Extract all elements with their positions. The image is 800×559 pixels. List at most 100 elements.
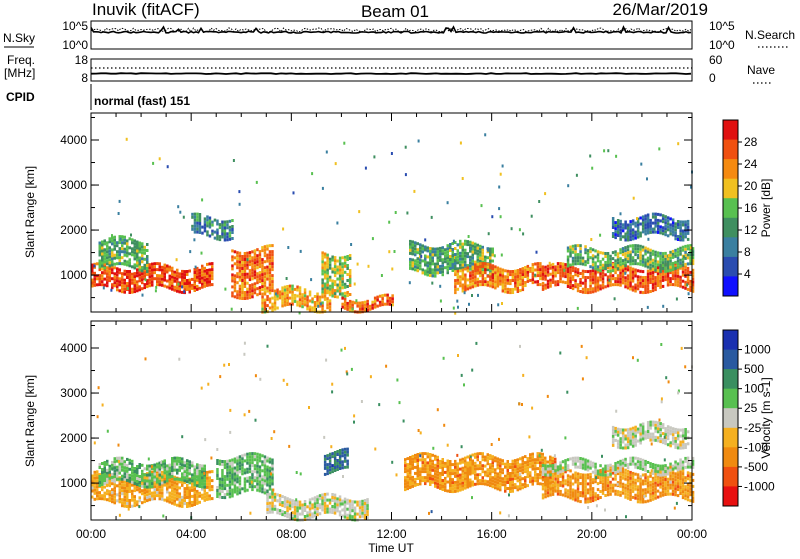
data-cell xyxy=(477,269,480,272)
data-cell xyxy=(329,302,332,305)
data-cell xyxy=(409,258,412,261)
data-cell xyxy=(504,290,507,293)
data-cell xyxy=(414,457,417,460)
data-cell xyxy=(599,481,602,484)
data-cell xyxy=(564,491,567,494)
data-cell xyxy=(251,259,254,262)
data-cell xyxy=(326,263,329,266)
data-cell xyxy=(191,473,194,476)
data-cell xyxy=(174,466,177,469)
data-cell xyxy=(151,498,154,501)
data-cell xyxy=(452,266,455,269)
data-cell xyxy=(96,497,99,500)
data-cell xyxy=(134,482,137,485)
data-cell xyxy=(146,490,149,493)
data-cell xyxy=(271,511,274,514)
data-cell xyxy=(121,475,124,478)
data-cell xyxy=(549,273,552,276)
data-cell xyxy=(532,480,535,483)
data-cell xyxy=(672,268,675,271)
data-cell xyxy=(124,288,127,291)
data-cell xyxy=(584,492,587,495)
data-cell xyxy=(174,488,177,491)
data-cell xyxy=(632,484,635,487)
data-cell xyxy=(452,490,455,493)
data-cell xyxy=(149,492,152,495)
data-cell xyxy=(259,265,262,268)
data-cell xyxy=(146,496,149,499)
data-cell xyxy=(94,489,97,492)
data-cell xyxy=(109,279,112,282)
data-cell xyxy=(497,487,500,490)
data-cell xyxy=(497,481,500,484)
data-cell xyxy=(209,268,212,271)
data-cell xyxy=(637,244,640,247)
data-cell xyxy=(572,483,575,486)
data-cell xyxy=(644,220,647,223)
data-cell xyxy=(149,278,152,281)
data-cell xyxy=(622,259,625,262)
data-cell xyxy=(469,244,472,247)
data-cell xyxy=(487,483,490,486)
data-cell xyxy=(359,509,362,512)
data-cell xyxy=(589,476,592,479)
data-cell xyxy=(664,264,667,267)
data-cell xyxy=(301,510,304,513)
data-cell xyxy=(582,282,585,285)
data-cell xyxy=(469,470,472,473)
data-cell xyxy=(537,262,540,265)
data-cell xyxy=(577,493,580,496)
data-cell xyxy=(612,257,615,260)
data-cell xyxy=(159,488,162,491)
data-cell xyxy=(146,273,149,276)
data-cell xyxy=(427,249,430,252)
data-cell xyxy=(204,477,207,480)
data-cell xyxy=(114,489,117,492)
data-cell xyxy=(459,240,462,243)
data-cell xyxy=(634,269,637,272)
data-cell xyxy=(492,482,495,485)
data-cell xyxy=(537,268,540,271)
data-cell xyxy=(434,464,437,467)
data-cell xyxy=(349,275,352,278)
data-cell xyxy=(622,223,625,226)
data-cell xyxy=(589,497,592,500)
data-cell xyxy=(249,455,252,458)
data-cell xyxy=(482,283,485,286)
data-cell xyxy=(101,480,104,483)
data-cell xyxy=(269,283,272,286)
data-cell xyxy=(557,262,560,265)
data-cell xyxy=(467,266,470,269)
data-cell xyxy=(336,266,339,269)
data-cell xyxy=(304,500,307,503)
data-cell xyxy=(259,486,262,489)
data-cell xyxy=(512,276,514,279)
data-cell xyxy=(249,293,252,296)
data-cell xyxy=(677,220,680,223)
data-cell xyxy=(149,477,152,480)
data-cell xyxy=(134,257,137,260)
data-cell xyxy=(99,277,102,280)
data-cell xyxy=(129,462,132,465)
data-cell xyxy=(509,490,512,493)
data-cell xyxy=(221,478,224,481)
data-cell xyxy=(334,256,337,259)
data-cell xyxy=(291,297,294,300)
data-cell xyxy=(191,486,194,489)
data-cell xyxy=(492,279,495,282)
data-cell xyxy=(99,260,102,263)
data-cell xyxy=(94,474,97,477)
data-cell xyxy=(624,478,627,481)
data-cell xyxy=(597,286,600,289)
data-cell xyxy=(159,262,162,265)
data-cell xyxy=(537,271,540,274)
data-cell xyxy=(251,277,254,280)
data-cell xyxy=(189,493,192,496)
data-cell xyxy=(206,480,209,483)
data-cell xyxy=(149,489,152,492)
data-cell xyxy=(557,283,560,286)
data-cell xyxy=(627,286,630,289)
data-cell xyxy=(109,471,112,474)
data-cell xyxy=(537,473,540,476)
data-cell xyxy=(562,275,565,278)
